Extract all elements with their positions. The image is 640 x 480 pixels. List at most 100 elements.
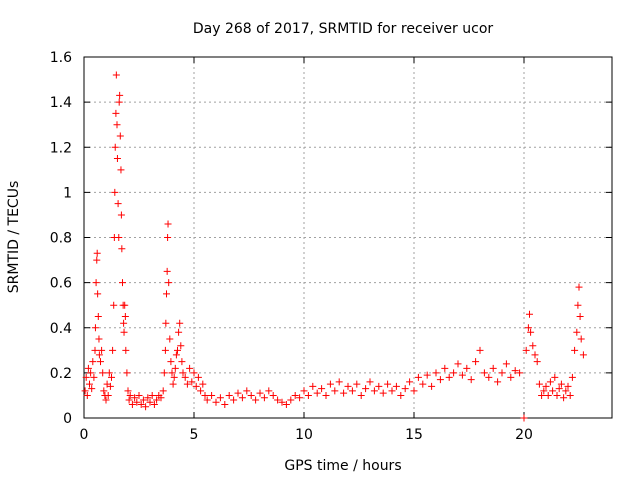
data-point (579, 351, 587, 359)
data-point (564, 382, 572, 390)
data-point (432, 369, 440, 377)
data-point (309, 382, 317, 390)
data-point (221, 400, 229, 408)
data-point (111, 143, 119, 151)
data-point (114, 200, 122, 208)
data-point (88, 385, 96, 393)
data-point (366, 378, 374, 386)
data-point (171, 364, 179, 372)
y-tick-label: 0.8 (50, 231, 72, 247)
data-point (144, 394, 152, 402)
data-point (348, 387, 356, 395)
data-point (555, 385, 563, 393)
data-point (95, 351, 103, 359)
data-point (278, 398, 286, 406)
data-point (322, 391, 330, 399)
data-point (384, 380, 392, 388)
data-point (104, 391, 112, 399)
data-point (97, 358, 104, 366)
data-point (549, 387, 557, 395)
data-point (571, 346, 579, 354)
data-point (81, 387, 89, 395)
data-point (82, 373, 90, 381)
data-point (318, 385, 326, 393)
data-point (326, 380, 334, 388)
data-point (135, 391, 143, 399)
data-point (573, 328, 581, 336)
data-point (560, 394, 568, 402)
data-point (110, 301, 118, 309)
data-point (116, 132, 124, 140)
data-point (428, 382, 436, 390)
data-point (397, 391, 405, 399)
data-point (458, 371, 466, 379)
data-point (99, 369, 107, 377)
data-point (212, 398, 220, 406)
y-tick-label: 0 (63, 411, 72, 427)
data-point (419, 380, 427, 388)
data-point (576, 312, 584, 320)
data-point (489, 364, 497, 372)
data-point (201, 391, 209, 399)
data-point (401, 385, 409, 393)
data-point (247, 391, 255, 399)
data-point (146, 398, 154, 406)
y-axis-label: SRMTID / TECUs (6, 181, 22, 294)
data-point (168, 369, 176, 377)
data-point (100, 387, 108, 395)
data-point (199, 380, 207, 388)
data-point (178, 358, 186, 366)
data-point (92, 279, 100, 287)
data-point (562, 387, 570, 395)
data-point (225, 391, 233, 399)
data-point (445, 373, 453, 381)
data-point (172, 351, 180, 359)
data-point (269, 391, 277, 399)
y-tick-label: 1.2 (50, 140, 72, 156)
data-point (113, 121, 121, 129)
data-point (94, 312, 102, 320)
data-point (450, 369, 458, 377)
data-point (344, 382, 352, 390)
data-point (117, 166, 125, 174)
data-point (150, 400, 158, 408)
data-point (485, 373, 493, 381)
data-point (516, 369, 524, 377)
data-point (529, 342, 537, 350)
data-point (304, 391, 312, 399)
data-point (126, 391, 134, 399)
x-tick-label: 15 (405, 427, 423, 443)
plot-frame (83, 56, 613, 419)
data-point (423, 371, 431, 379)
data-point (472, 358, 480, 366)
data-point (120, 319, 128, 327)
data-point (175, 328, 183, 336)
data-point (252, 396, 260, 404)
data-point (86, 380, 93, 388)
data-point (533, 358, 541, 366)
data-point (111, 188, 119, 196)
y-tick-label: 0.6 (50, 276, 72, 292)
data-point (157, 394, 165, 402)
data-point (188, 378, 196, 386)
data-point (194, 373, 202, 381)
data-point (160, 369, 168, 377)
data-point (121, 312, 129, 320)
data-point (566, 391, 574, 399)
data-point (544, 391, 552, 399)
data-point (216, 394, 224, 402)
data-point (287, 396, 295, 404)
data-point (331, 387, 339, 395)
data-point (122, 346, 130, 354)
data-point (296, 394, 304, 402)
data-point (335, 378, 343, 386)
data-point (165, 279, 173, 287)
grid (84, 57, 612, 418)
data-point (357, 391, 365, 399)
data-point (112, 71, 120, 79)
data-point (291, 391, 299, 399)
data-point (436, 376, 444, 384)
data-point (542, 382, 550, 390)
x-tick-label: 5 (190, 427, 199, 443)
